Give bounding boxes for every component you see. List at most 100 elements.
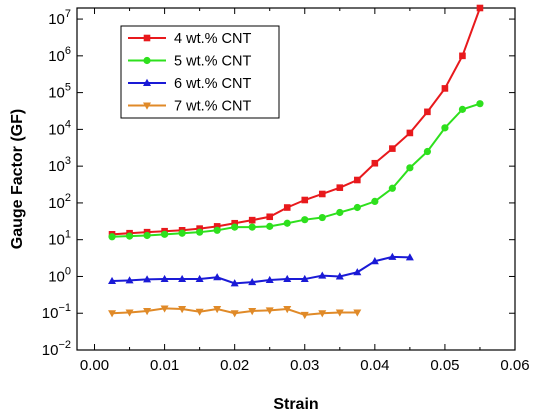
legend-swatch-marker [143,102,151,110]
data-point [406,164,414,172]
data-point [371,159,379,167]
data-point [108,276,117,285]
data-point [265,275,274,284]
data-point [353,203,361,212]
data-point [230,310,239,318]
data-point [248,216,256,224]
legend-item-1: 4 wt.% CNT [128,31,251,47]
data-point [195,308,204,316]
data-point [389,145,396,152]
x-tick-label: 0.05 [430,357,459,374]
data-point [266,222,274,230]
data-point [248,277,257,286]
x-tick-label: 0.02 [220,357,249,374]
series-line [112,255,410,285]
data-point [178,274,187,283]
legend-swatch-marker [143,56,151,65]
data-point [388,184,396,192]
x-tick-label: 0.04 [360,357,389,374]
x-tick-label: 0.01 [150,357,179,374]
data-point [283,204,291,211]
series-3 [108,252,414,287]
data-point [213,223,221,230]
y-tick-label: 10−1 [42,302,71,322]
data-point [300,311,309,320]
data-point [230,279,239,287]
data-point [283,274,292,283]
legend-item-4: 7 wt.% CNT [128,99,251,115]
series-4 [108,305,362,320]
data-point [231,223,239,231]
y-tick-label: 101 [48,229,71,249]
data-point [283,306,292,314]
data-point [476,4,484,12]
data-point [283,219,291,227]
legend-label: 5 wt.% CNT [174,54,251,70]
data-point [318,310,327,318]
data-point [196,228,204,236]
data-point [405,253,414,261]
data-point [213,226,221,234]
data-point [266,213,274,221]
data-point [300,274,309,283]
data-point [354,176,361,184]
data-point [248,307,257,316]
axis-ticks: 0.00 0.01 0.02 0.03 0.04 0.05 0.06 10−2 10−1 100 1… [42,8,530,374]
y-axis-title: Gauge Factor (GF) [9,109,26,249]
data-point [248,223,256,231]
data-point [423,147,431,156]
data-point [424,108,431,116]
data-point [125,276,134,284]
data-point [476,100,484,108]
data-point [353,268,362,276]
data-point [406,129,414,137]
y-tick-label: 100 [48,265,71,285]
data-point [160,274,169,283]
x-tick-label: 0.03 [290,357,319,374]
series-2 [108,100,484,241]
y-tick-label: 102 [48,192,71,212]
data-point [301,216,309,224]
data-point [108,310,117,318]
data-point [318,271,327,279]
data-point [143,231,151,240]
series-line [112,102,481,238]
data-point [231,219,238,227]
legend-label: 4 wt.% CNT [174,31,251,47]
x-axis-title: Strain [273,396,318,413]
data-point [336,184,344,191]
legend-item-2: 5 wt.% CNT [128,54,251,70]
data-point [108,233,116,241]
legend-item-3: 6 wt.% CNT [128,76,251,92]
data-point [161,230,169,238]
legend-swatch-marker [143,78,151,86]
data-point [125,309,134,317]
y-tick-label: 103 [48,155,71,175]
data-point [388,252,397,260]
data-point [459,52,466,60]
data-point [370,257,379,265]
data-point [441,124,449,132]
x-tick-label: 0.06 [500,357,529,374]
data-point [318,213,326,222]
data-point [213,306,222,314]
legend: 4 wt.% CNT 5 wt.% CNT 6 wt.% CNT 7 wt.% CNT [120,25,280,119]
series-layer [108,4,484,320]
data-point [458,105,467,113]
legend-label: 7 wt.% CNT [174,99,251,115]
y-tick-label: 105 [48,82,71,102]
data-point [143,307,152,316]
x-tick-label: 0.00 [80,357,109,374]
plot-frame [76,7,516,351]
data-point [441,85,449,92]
data-point [335,272,344,280]
data-point [195,274,204,283]
y-tick-label: 10−2 [42,339,71,359]
data-point [353,309,362,317]
data-point [371,197,379,205]
y-tick-label: 104 [48,118,71,138]
data-point [335,309,344,317]
y-tick-label: 107 [48,8,71,28]
y-tick-label: 106 [48,45,71,65]
